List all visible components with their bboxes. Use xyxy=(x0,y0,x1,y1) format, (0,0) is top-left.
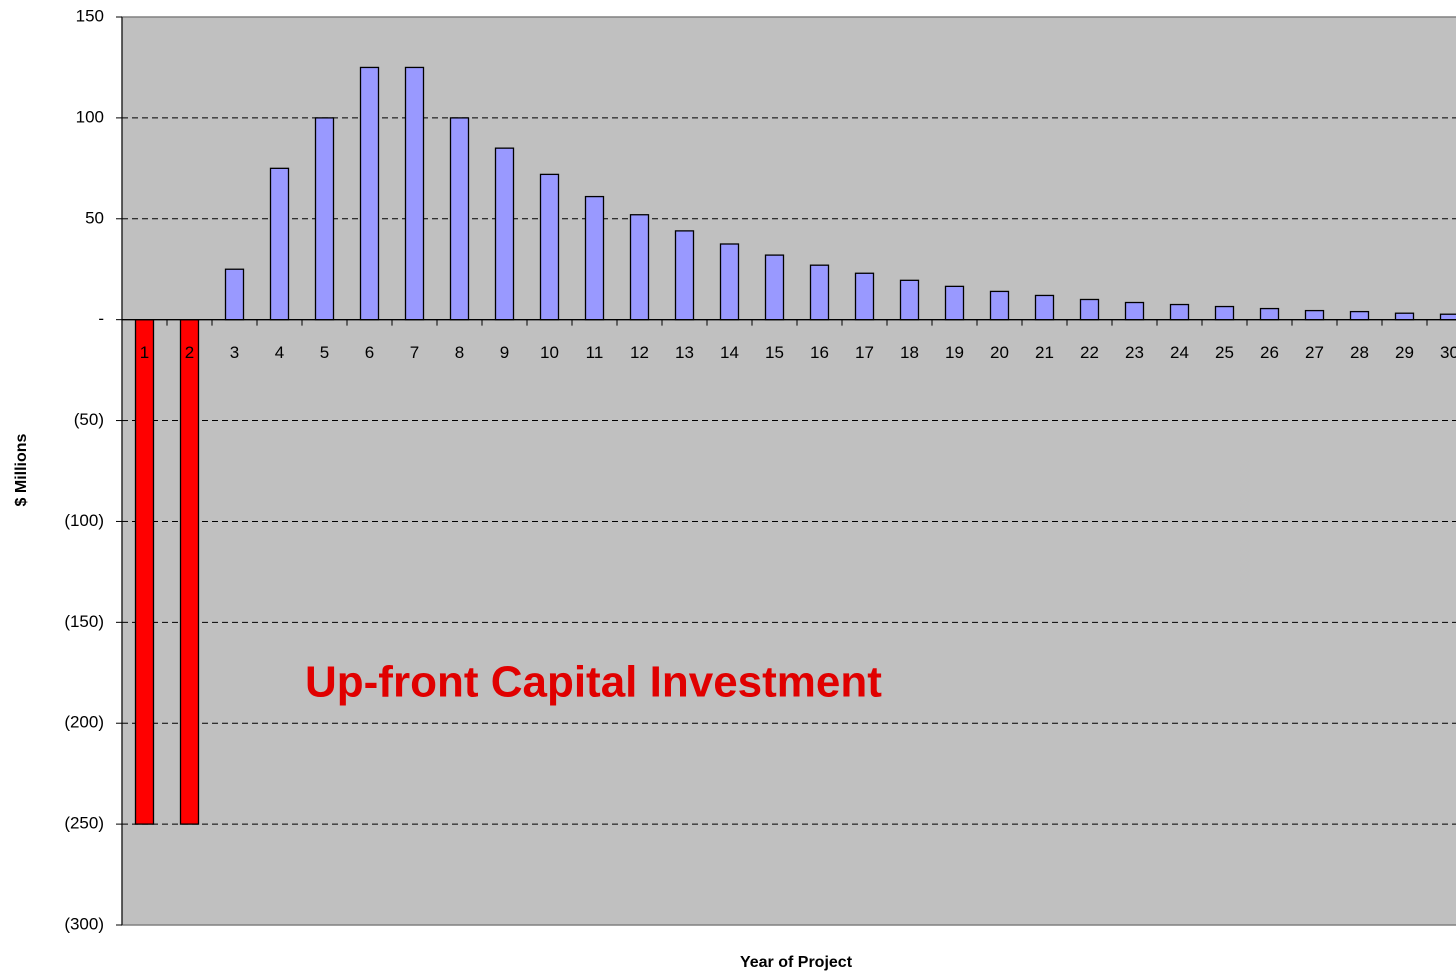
bar xyxy=(179,319,200,825)
bar xyxy=(224,268,245,321)
x-tick-label: 19 xyxy=(945,343,964,362)
x-tick-label: 15 xyxy=(765,343,784,362)
bar xyxy=(494,147,515,321)
bar xyxy=(314,117,335,321)
y-tick-label: 100 xyxy=(76,107,104,126)
x-tick-label: 2 xyxy=(185,343,194,362)
y-tick-label: (300) xyxy=(64,914,104,933)
x-tick-label: 26 xyxy=(1260,343,1279,362)
x-tick-label: 14 xyxy=(720,343,739,362)
x-tick-label: 24 xyxy=(1170,343,1189,362)
bar xyxy=(404,66,425,321)
x-tick-label: 3 xyxy=(230,343,239,362)
y-tick-label: (50) xyxy=(74,410,104,429)
bar xyxy=(674,230,695,321)
bar xyxy=(854,272,875,321)
x-tick-label: 17 xyxy=(855,343,874,362)
annotation: Up-front Capital Investment xyxy=(305,658,882,707)
bar xyxy=(269,167,290,321)
y-tick-label: (250) xyxy=(64,814,104,833)
x-tick-label: 10 xyxy=(540,343,559,362)
bar xyxy=(1169,303,1190,321)
bar xyxy=(1079,298,1100,321)
x-tick-label: 1 xyxy=(140,343,149,362)
x-tick-label: 9 xyxy=(500,343,509,362)
bar xyxy=(1439,313,1456,321)
bar xyxy=(1034,294,1055,321)
x-tick-label: 25 xyxy=(1215,343,1234,362)
y-tick-label: (100) xyxy=(64,511,104,530)
bar xyxy=(719,243,740,321)
bar xyxy=(134,319,155,825)
x-tick-label: 16 xyxy=(810,343,829,362)
x-tick-label: 21 xyxy=(1035,343,1054,362)
bar xyxy=(1394,312,1415,321)
x-axis-title: Year of Project xyxy=(740,954,853,971)
bar xyxy=(584,195,605,321)
x-tick-label: 22 xyxy=(1080,343,1099,362)
x-tick-label: 12 xyxy=(630,343,649,362)
y-tick-label: 150 xyxy=(76,6,104,25)
bar xyxy=(809,264,830,321)
x-tick-label: 13 xyxy=(675,343,694,362)
x-tick-label: 4 xyxy=(275,343,284,362)
bar xyxy=(629,214,650,321)
x-tick-label: 28 xyxy=(1350,343,1369,362)
x-tick-label: 8 xyxy=(455,343,464,362)
x-tick-label: 30 xyxy=(1440,343,1456,362)
bar xyxy=(764,254,785,321)
y-tick-label: 50 xyxy=(85,208,104,227)
bar xyxy=(539,173,560,321)
y-tick-label: (150) xyxy=(64,612,104,631)
x-tick-label: 11 xyxy=(586,343,604,362)
bar xyxy=(989,290,1010,321)
x-tick-label: 29 xyxy=(1395,343,1414,362)
x-tick-label: 18 xyxy=(900,343,919,362)
bar xyxy=(944,285,965,321)
bar xyxy=(359,66,380,321)
y-axis-title: $ Millions xyxy=(13,433,30,506)
bar xyxy=(449,117,470,321)
y-tick-label: - xyxy=(98,309,104,328)
plot-area xyxy=(121,16,1456,926)
bar xyxy=(1259,307,1280,321)
bar xyxy=(899,279,920,321)
bar xyxy=(1349,310,1370,321)
x-tick-label: 7 xyxy=(410,343,419,362)
x-tick-label: 5 xyxy=(320,343,329,362)
bar xyxy=(1304,309,1325,321)
y-tick-label: (200) xyxy=(64,713,104,732)
x-tick-label: 20 xyxy=(990,343,1009,362)
x-tick-label: 6 xyxy=(365,343,374,362)
bar xyxy=(1124,301,1145,321)
bar xyxy=(1214,305,1235,321)
x-tick-label: 23 xyxy=(1125,343,1144,362)
x-tick-label: 27 xyxy=(1305,343,1324,362)
